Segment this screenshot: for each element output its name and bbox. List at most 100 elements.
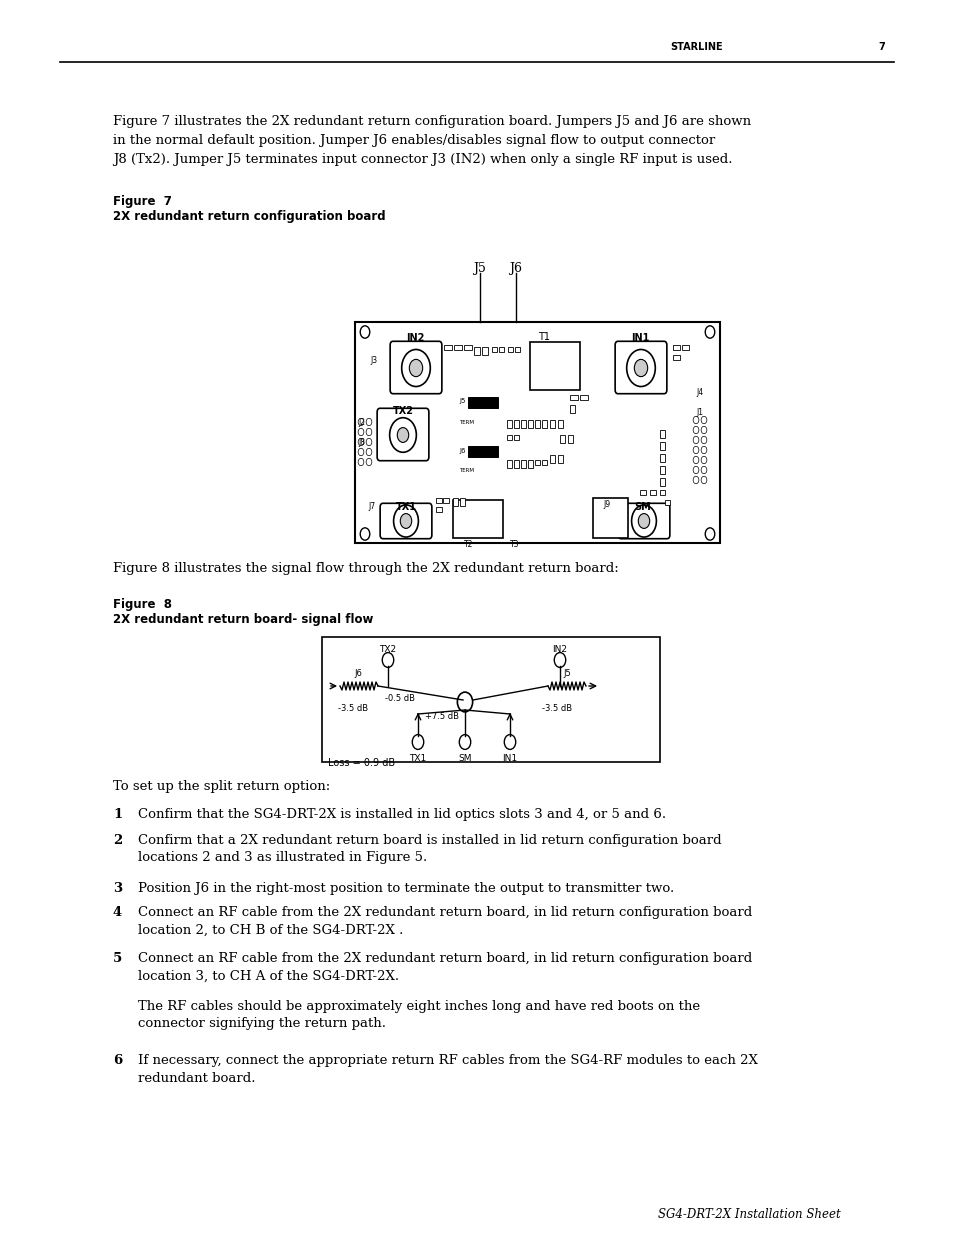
Bar [550,420,555,429]
Bar [559,435,564,443]
Circle shape [704,326,714,338]
Circle shape [700,436,706,443]
Text: J2: J2 [357,417,365,427]
Circle shape [693,477,699,484]
Text: SG4-DRT-2X Installation Sheet: SG4-DRT-2X Installation Sheet [658,1208,841,1221]
Bar [541,420,546,429]
Bar [436,508,441,513]
Text: T3: T3 [510,540,519,550]
Bar [492,347,497,352]
Text: J6: J6 [354,669,361,678]
Bar [355,322,720,543]
Circle shape [693,426,699,433]
Bar [659,454,664,462]
Bar [514,459,518,468]
Bar [681,345,688,350]
Bar [443,345,452,350]
Bar [453,500,502,538]
Circle shape [382,652,394,667]
Text: TERM: TERM [458,420,474,425]
Circle shape [456,692,472,711]
Text: J3: J3 [370,356,376,366]
Circle shape [389,417,416,452]
Circle shape [396,427,408,442]
Text: J5: J5 [562,669,570,678]
Bar [506,420,512,429]
Text: T1: T1 [537,332,550,342]
Circle shape [366,458,372,466]
Circle shape [693,446,699,453]
Circle shape [357,438,363,446]
Bar [453,498,457,506]
Text: J6: J6 [458,448,465,454]
Text: Confirm that the SG4-DRT-2X is installed in lid optics slots 3 and 4, or 5 and 6: Confirm that the SG4-DRT-2X is installed… [138,808,665,821]
Text: SM: SM [634,501,651,513]
Circle shape [704,527,714,540]
Text: 5: 5 [112,952,122,965]
Text: Position J6 in the right-most position to terminate the output to transmitter tw: Position J6 in the right-most position t… [138,882,674,895]
Text: Figure  7: Figure 7 [112,195,172,207]
Circle shape [700,446,706,453]
Bar [672,354,679,359]
FancyBboxPatch shape [379,504,432,538]
Bar [520,459,525,468]
Text: -3.5 dB: -3.5 dB [541,704,572,713]
Circle shape [693,456,699,463]
Circle shape [360,326,370,338]
Circle shape [458,735,470,750]
Bar [514,435,518,440]
Circle shape [366,438,372,446]
Bar [659,430,664,438]
Circle shape [357,458,363,466]
Text: J4: J4 [696,388,702,396]
Bar [659,478,664,487]
Bar [436,498,441,503]
Bar [474,347,479,354]
FancyBboxPatch shape [618,504,669,538]
Bar [593,498,627,538]
Text: To set up the split return option:: To set up the split return option: [112,781,330,793]
Text: IN1: IN1 [502,755,517,763]
Bar [579,395,587,400]
Bar [506,459,512,468]
Text: J9: J9 [603,500,610,509]
Text: T2: T2 [463,540,473,550]
Text: 3: 3 [112,882,122,895]
Bar [567,435,573,443]
Bar [520,420,525,429]
Circle shape [394,505,418,537]
Text: TX2: TX2 [392,406,413,416]
Circle shape [366,448,372,456]
Circle shape [700,467,706,474]
Text: TERM: TERM [458,468,474,473]
Bar [454,345,461,350]
Circle shape [700,416,706,424]
Bar [672,345,679,350]
Text: The RF cables should be approximately eight inches long and have red boots on th: The RF cables should be approximately ei… [138,1000,700,1030]
Text: IN2: IN2 [405,333,424,343]
Text: 2X redundant return configuration board: 2X redundant return configuration board [112,210,385,224]
Circle shape [693,416,699,424]
Text: J5: J5 [473,262,486,275]
Text: SM: SM [457,755,471,763]
Text: in the normal default position. Jumper J6 enables/disables signal flow to output: in the normal default position. Jumper J… [112,135,715,147]
Bar [468,446,497,457]
Bar [507,347,513,352]
Text: +7.5 dB: +7.5 dB [424,713,458,721]
Text: IN2: IN2 [552,645,567,655]
Circle shape [626,350,655,387]
Text: 2: 2 [112,834,122,847]
Circle shape [357,419,363,426]
Circle shape [357,448,363,456]
Bar [459,498,464,506]
Text: Connect an RF cable from the 2X redundant return board, in lid return configurat: Connect an RF cable from the 2X redundan… [138,952,752,983]
Bar [506,435,512,440]
Text: J8: J8 [357,438,365,447]
Circle shape [366,419,372,426]
Text: J8 (Tx2). Jumper J5 terminates input connector J3 (IN2) when only a single RF in: J8 (Tx2). Jumper J5 terminates input con… [112,153,732,165]
Text: J6: J6 [509,262,522,275]
Bar [558,420,562,429]
FancyBboxPatch shape [390,341,441,394]
Text: 7: 7 [877,42,883,52]
Text: IN1: IN1 [630,333,648,343]
